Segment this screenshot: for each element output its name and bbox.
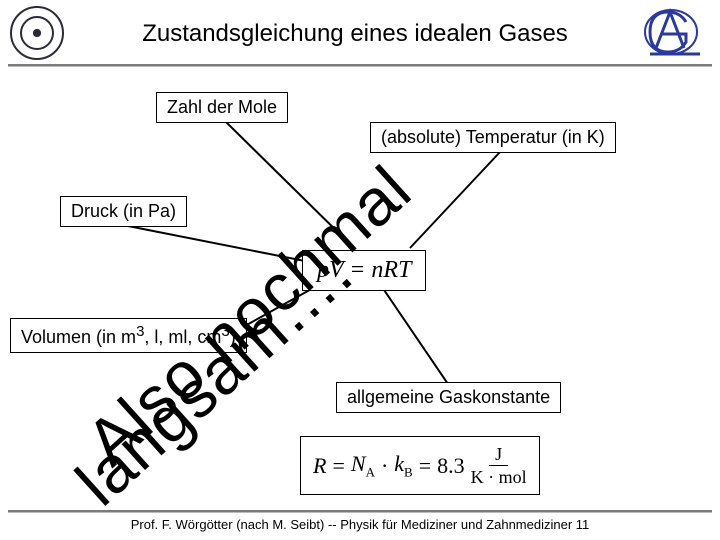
- ga-logo-icon: [636, 2, 706, 60]
- header-rule: [8, 64, 712, 66]
- sym-eq2: =: [419, 453, 431, 479]
- footer-rule: [8, 510, 712, 512]
- sym-dot: ·: [381, 453, 388, 479]
- slide-title: Zustandsgleichung eines idealen Gases: [90, 20, 620, 48]
- unit-den: K · mol: [471, 466, 527, 486]
- unit-num: J: [489, 445, 508, 466]
- footer-text: Prof. F. Wörgötter (nach M. Seibt) -- Ph…: [0, 517, 720, 532]
- sym-kb: kB: [394, 451, 412, 480]
- sym-value: 8.3: [437, 453, 465, 479]
- sym-na: NA: [351, 451, 375, 480]
- label-temperature: (absolute) Temperatur (in K): [370, 122, 616, 153]
- unit-fraction: J K · mol: [471, 445, 527, 486]
- label-gas-constant: allgemeine Gaskonstante: [336, 382, 561, 413]
- label-pressure: Druck (in Pa): [60, 196, 187, 227]
- label-mole: Zahl der Mole: [156, 92, 288, 123]
- formula-gas-constant: R = NA · kB = 8.3 J K · mol: [300, 436, 540, 495]
- uni-seal-icon: [10, 6, 64, 60]
- sym-r: R: [313, 453, 326, 479]
- sym-eq1: =: [332, 453, 344, 479]
